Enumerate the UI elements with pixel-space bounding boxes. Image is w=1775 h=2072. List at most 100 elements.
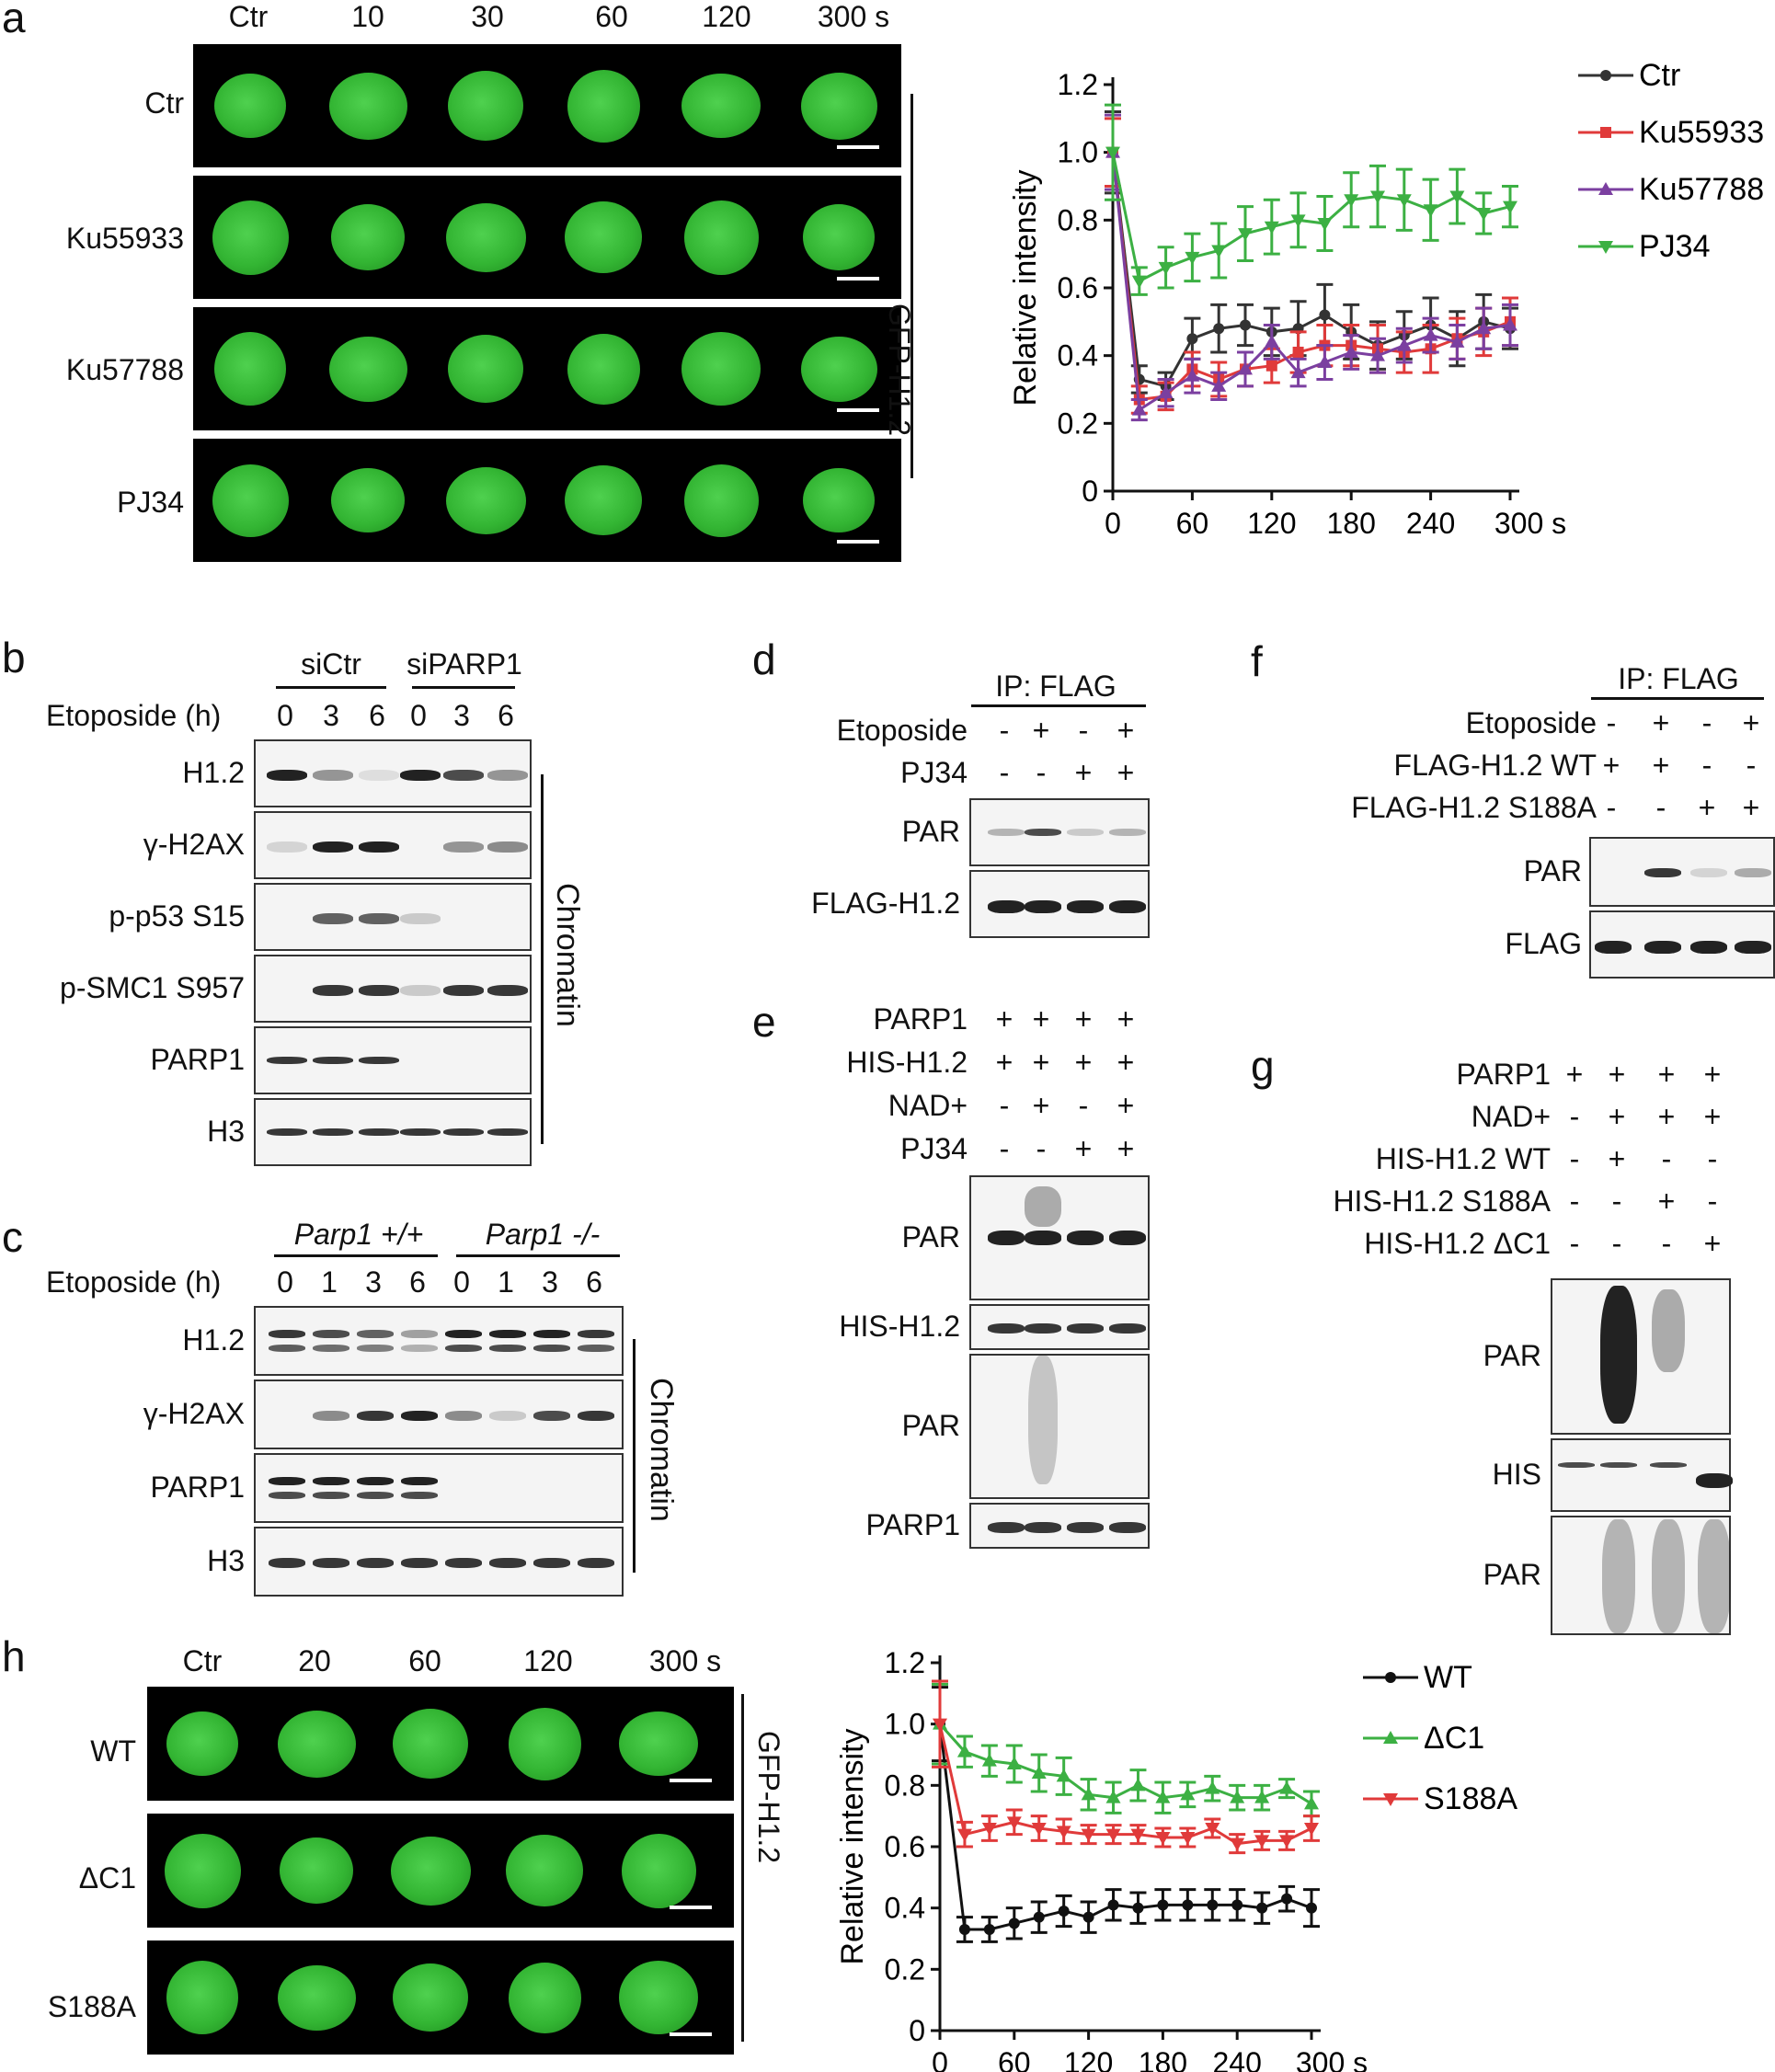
data-point: [1186, 333, 1198, 345]
blot-band: [1696, 1473, 1733, 1488]
data-point: [1031, 1766, 1047, 1779]
b-time: 0: [410, 699, 427, 732]
condition-label: HIS-H1.2: [846, 1046, 968, 1079]
b-time: 6: [369, 699, 385, 732]
data-point: [1180, 1832, 1196, 1845]
y-tick-label: 0.6: [1058, 271, 1098, 304]
scale-bar: [837, 145, 879, 149]
blot-band: [1028, 1356, 1058, 1484]
data-point: [956, 1744, 972, 1757]
data-point: [1396, 194, 1412, 208]
blot-band: [487, 841, 528, 853]
blot-band: [489, 1345, 526, 1352]
legend-label: ΔC1: [1424, 1721, 1484, 1756]
blot-band: [357, 1492, 394, 1499]
cell-nucleus: [683, 464, 759, 537]
condition-mark: +: [1652, 749, 1670, 782]
blot-band: [313, 1477, 349, 1485]
series-line: [1111, 152, 1511, 388]
cell-nucleus: [214, 74, 286, 138]
data-point: [1105, 1790, 1121, 1803]
data-point: [1264, 334, 1279, 348]
data-point: [956, 1828, 972, 1842]
blot-band: [359, 1057, 399, 1064]
blot-strip: [969, 1503, 1150, 1549]
series-PJ34: [1105, 103, 1518, 296]
condition-mark: -: [999, 1132, 1010, 1165]
blot-strip: [254, 1026, 532, 1094]
blot-band: [357, 1330, 394, 1338]
a-row-label: PJ34: [117, 486, 184, 519]
condition-mark: -: [1707, 1142, 1718, 1175]
legend-label: Ku55933: [1639, 115, 1764, 150]
condition-mark: +: [1657, 1058, 1676, 1091]
b-bracket: [541, 774, 544, 1144]
data-point: [1211, 378, 1227, 392]
condition-mark: +: [1608, 1142, 1626, 1175]
blot-band: [533, 1330, 570, 1338]
blot-band: [313, 1057, 353, 1064]
y-tick-label: 0: [1082, 475, 1098, 508]
x-tick-label: 0: [1105, 507, 1121, 540]
cell-nucleus: [214, 332, 286, 406]
condition-mark: -: [1661, 1142, 1672, 1175]
y-tick-label: 1.0: [1058, 136, 1098, 169]
blot-band: [445, 1345, 482, 1352]
data-point: [1396, 338, 1412, 351]
d-ip-line: [971, 704, 1146, 707]
data-point: [1205, 1823, 1220, 1836]
cell-nucleus: [277, 1964, 356, 2031]
data-point: [1058, 1906, 1070, 1917]
cell-nucleus: [166, 1961, 238, 2034]
condition-mark: +: [1742, 791, 1760, 824]
blot-row-label: PAR: [901, 1409, 960, 1442]
blot-band: [313, 1492, 349, 1499]
blot-band: [1644, 941, 1681, 954]
blot-row-label: p-SMC1 S957: [60, 971, 245, 1004]
a-row-label: Ctr: [144, 86, 184, 120]
cell-nucleus: [166, 1711, 238, 1776]
condition-label: HIS-H1.2 S188A: [1333, 1185, 1551, 1218]
blot-strip: [254, 1527, 624, 1597]
b-time: 0: [277, 699, 293, 732]
a-time-header: Ctr: [228, 0, 269, 33]
panel-h-label: h: [2, 1632, 26, 1680]
data-point: [1281, 1893, 1293, 1905]
data-point: [1056, 1769, 1071, 1782]
blot-band: [267, 1128, 307, 1136]
blot-band: [533, 1558, 570, 1568]
legend-label: PJ34: [1639, 229, 1711, 264]
blot-strip: [254, 1098, 532, 1166]
condition-label: HIS-H1.2 WT: [1375, 1142, 1551, 1175]
condition-mark: +: [1074, 1132, 1093, 1165]
c-time: 3: [365, 1265, 382, 1299]
blot-row-label: p-p53 S15: [109, 899, 245, 933]
data-point: [1155, 1832, 1171, 1845]
micrograph-row: [193, 439, 901, 562]
c-group-line: [274, 1254, 438, 1257]
y-tick-label: 0.2: [885, 1952, 925, 1986]
cell-nucleus: [803, 204, 875, 270]
a-row-label: Ku55933: [65, 222, 184, 255]
blot-band: [1025, 1323, 1061, 1334]
condition-mark: +: [995, 1002, 1013, 1036]
blot-band: [1595, 941, 1632, 954]
data-point: [1423, 204, 1438, 218]
data-point: [1317, 355, 1333, 369]
blot-band: [313, 1330, 349, 1338]
h-row-label: WT: [90, 1734, 136, 1768]
cell-nucleus: [212, 200, 289, 275]
blot-row-label: γ-H2AX: [143, 1397, 245, 1430]
condition-mark: +: [1032, 714, 1050, 747]
blot-strip: [254, 1379, 624, 1449]
condition-mark: -: [1036, 1132, 1047, 1165]
data-point: [1230, 1837, 1245, 1851]
x-tick-label: 120: [1064, 2046, 1113, 2072]
a-row-label: Ku57788: [65, 353, 184, 386]
condition-label: FLAG-H1.2 WT: [1393, 749, 1597, 782]
blot-row-label: PARP1: [150, 1043, 245, 1076]
c-time: 1: [321, 1265, 338, 1299]
condition-mark: -: [999, 714, 1010, 747]
blot-strip: [254, 883, 532, 951]
scale-bar: [670, 1779, 712, 1782]
